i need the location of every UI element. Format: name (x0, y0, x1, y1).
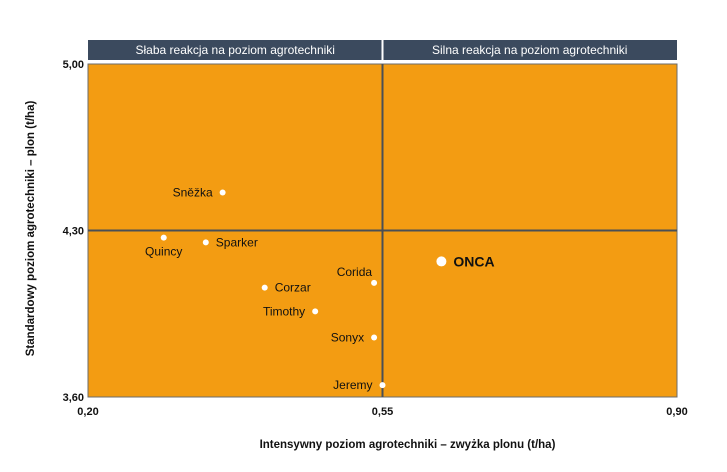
header-bands: Słaba reakcja na poziom agrotechniki Siln… (88, 40, 677, 60)
point-corzar (261, 284, 268, 291)
point-onca (436, 256, 447, 267)
x-tick-label: 0,55 (372, 406, 393, 418)
axis-ticks: 0,20 0,55 0,90 3,60 4,30 5,00 (63, 59, 688, 418)
point-label: Jeremy (333, 378, 372, 392)
band-1 (88, 40, 382, 60)
y-axis-label: Standardowy poziom agrotechniki – plon (… (25, 101, 37, 357)
band-label-2: Silna reakcja na poziom agrotechniki (432, 43, 627, 57)
y-tick-label: 4,30 (63, 226, 84, 238)
point-timothy (312, 308, 319, 315)
band-2 (383, 40, 677, 60)
x-tick-label: 0,90 (666, 406, 687, 418)
x-tick-label: 0,20 (77, 406, 98, 418)
x-axis-label: Intensywny poziom agrotechniki – zwyżka … (260, 439, 556, 451)
point-label: Sparker (216, 235, 258, 249)
point-label: ONCA (453, 253, 494, 269)
point-label: Timothy (263, 304, 305, 318)
point-label: Sonyx (331, 331, 364, 345)
point-sonyx (371, 334, 378, 341)
point-label: Corida (337, 265, 373, 279)
band-label-1: Słaba reakcja na poziom agrotechniki (136, 43, 335, 57)
data-points: Sněžka Quincy Sparker Corida Corzar Timothy So… (145, 185, 495, 392)
point-quincy (160, 234, 167, 241)
point-label: Sněžka (173, 185, 213, 199)
point-jeremy (379, 382, 386, 389)
quadrant-dividers (88, 64, 677, 397)
point-corida (371, 279, 378, 286)
point-sněžka (219, 189, 226, 196)
y-tick-label: 5,00 (63, 59, 84, 71)
point-label: Corzar (275, 281, 311, 295)
y-tick-label: 3,60 (63, 392, 84, 404)
point-label: Quincy (145, 245, 182, 259)
point-sparker (202, 239, 209, 246)
